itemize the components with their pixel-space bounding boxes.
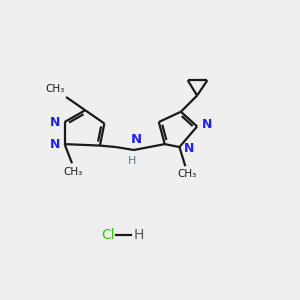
- Text: N: N: [50, 116, 60, 128]
- Text: N: N: [184, 142, 194, 155]
- Text: N: N: [130, 133, 142, 146]
- Text: H: H: [134, 228, 144, 242]
- Text: CH₃: CH₃: [45, 84, 64, 94]
- Text: CH₃: CH₃: [64, 167, 83, 177]
- Text: N: N: [202, 118, 212, 131]
- Text: CH₃: CH₃: [177, 169, 196, 179]
- Text: N: N: [50, 138, 60, 151]
- Text: H: H: [128, 157, 136, 166]
- Text: Cl: Cl: [101, 228, 115, 242]
